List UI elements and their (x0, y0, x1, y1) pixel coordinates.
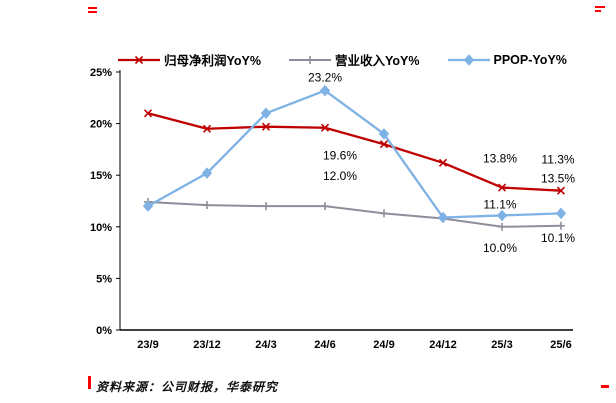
legend-label-1: 营业收入YoY% (335, 54, 420, 68)
x-tick-label: 24/9 (373, 339, 394, 351)
legend-item-0: 归母净利润YoY% (118, 50, 261, 69)
legend-label-0: 归母净利润YoY% (164, 54, 261, 68)
x-marker (497, 183, 507, 192)
plus-marker (498, 222, 506, 231)
plus-marker (380, 209, 388, 218)
x-marker (320, 123, 330, 132)
data-label: 23.2% (308, 71, 342, 85)
y-tick-label: 25% (90, 67, 112, 79)
crop-mark-top-left-2 (88, 11, 97, 13)
diamond-marker (260, 107, 272, 120)
crop-mark-top-right-1 (595, 6, 605, 8)
plus-marker (321, 202, 329, 211)
series-line-0 (147, 112, 562, 192)
plus-marker (306, 55, 314, 64)
x-marker (438, 158, 448, 167)
x-tick-label: 23/9 (137, 339, 158, 351)
diamond-marker (555, 207, 567, 220)
x-tick-label: 25/6 (550, 339, 571, 351)
diamond-marker (463, 53, 474, 66)
data-label: 11.3% (541, 152, 574, 166)
data-label: 12.0% (323, 169, 357, 183)
data-label: 10.0% (483, 241, 517, 255)
series-line-1 (147, 201, 562, 228)
data-label: 11.1% (483, 197, 516, 211)
legend-x-swatch (118, 55, 160, 64)
x-marker (261, 122, 271, 131)
diamond-marker (201, 167, 213, 179)
y-tick-label: 15% (90, 170, 112, 182)
x-tick-label: 24/12 (429, 339, 457, 351)
x-tick-label: 25/3 (491, 339, 512, 351)
diamond-marker (319, 84, 331, 97)
x-marker (556, 186, 566, 195)
data-label: 13.5% (541, 172, 575, 186)
crop-mark-bottom-left (88, 376, 91, 389)
crop-mark-top-right-2 (595, 10, 601, 12)
plus-marker (262, 202, 270, 211)
data-label: 13.8% (483, 152, 517, 166)
diamond-marker (437, 211, 449, 224)
x-marker (134, 55, 144, 64)
legend-item-1: 营业收入YoY% (289, 50, 420, 69)
x-tick-label: 24/6 (314, 339, 335, 351)
crop-mark-top-left-1 (88, 7, 97, 9)
diamond-marker (142, 200, 154, 212)
x-marker (143, 109, 153, 118)
y-tick-label: 5% (96, 273, 112, 285)
crop-mark-bottom-right (601, 385, 609, 388)
y-tick-label: 10% (90, 222, 112, 234)
chart-legend: 归母净利润YoY% 营业收入YoY% PPOP-YoY% (118, 50, 567, 69)
legend-diamond-swatch (447, 53, 490, 66)
legend-label-2: PPOP-YoY% (493, 52, 567, 67)
diamond-marker (378, 128, 390, 140)
x-marker (379, 140, 389, 149)
series-line-2 (147, 89, 562, 219)
source-note: 资料来源：公司财报，华泰研究 (96, 380, 279, 394)
x-tick-label: 24/3 (255, 339, 276, 351)
diamond-marker (496, 209, 508, 222)
x-tick-label: 23/12 (193, 339, 221, 351)
legend-item-2: PPOP-YoY% (447, 52, 567, 67)
y-tick-label: 20% (90, 119, 112, 131)
plus-marker (557, 221, 565, 230)
data-label: 19.6% (323, 149, 357, 163)
y-tick-label: 0% (96, 325, 112, 337)
legend-plus-swatch (289, 55, 331, 64)
data-label: 10.1% (541, 231, 575, 245)
x-marker (202, 124, 212, 133)
plus-marker (203, 201, 211, 210)
